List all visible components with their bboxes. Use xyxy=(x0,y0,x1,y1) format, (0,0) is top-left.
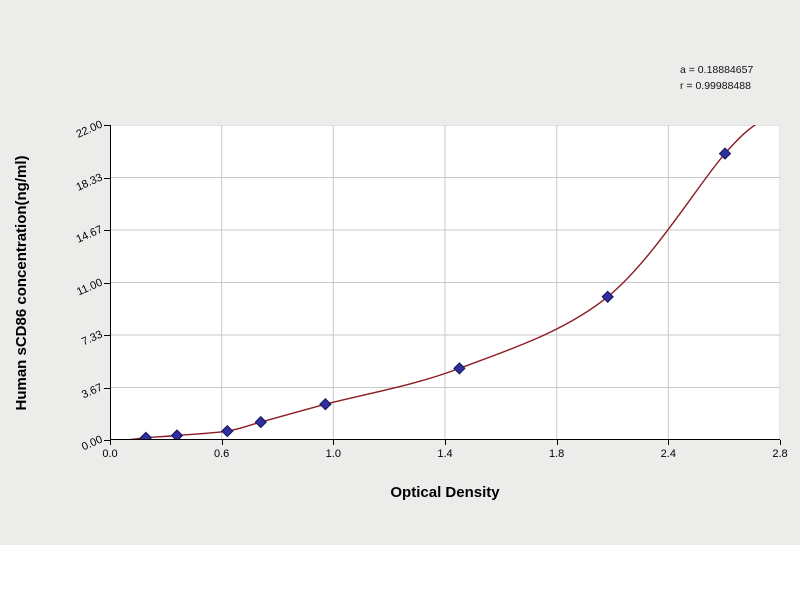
data-point-marker xyxy=(221,424,234,438)
data-point-marker xyxy=(319,397,332,411)
y-tick-label: 7.33 xyxy=(79,328,105,349)
y-tick-label: 18.33 xyxy=(74,171,105,194)
x-tick-label: 0.6 xyxy=(214,448,230,460)
y-tick-mark xyxy=(104,177,110,179)
x-tick-label: 0.0 xyxy=(102,448,118,460)
y-tick-mark xyxy=(104,230,110,231)
x-tick-label: 2.8 xyxy=(772,448,788,460)
x-tick-label: 2.4 xyxy=(660,448,676,460)
plot-area xyxy=(110,125,780,440)
y-tick-mark xyxy=(104,335,110,336)
x-tick-mark xyxy=(668,440,670,445)
x-tick-mark xyxy=(221,440,223,445)
data-point-marker xyxy=(254,415,268,429)
data-point-marker xyxy=(718,147,732,160)
chart-svg xyxy=(110,125,780,440)
x-tick-mark xyxy=(780,440,781,445)
y-tick-mark xyxy=(104,387,110,389)
x-tick-label: 1.8 xyxy=(549,448,565,460)
chart-panel: a = 0.18884657 r = 0.99988488 Human sCD8… xyxy=(0,0,800,545)
y-tick-mark xyxy=(104,440,110,441)
y-tick-mark xyxy=(104,125,110,126)
y-axis-label: Human sCD86 concentration(ng/ml) xyxy=(13,155,30,411)
x-tick-label: 1.0 xyxy=(325,448,341,460)
y-tick-label: 3.67 xyxy=(79,381,105,401)
data-point-marker xyxy=(453,362,466,375)
fit-coefficient-r: r = 0.99988488 xyxy=(680,80,751,92)
x-tick-mark xyxy=(445,440,446,445)
fit-annotations: a = 0.18884657 r = 0.99988488 xyxy=(680,62,753,94)
x-tick-mark xyxy=(110,440,111,445)
standard-curve xyxy=(126,125,757,440)
y-tick-label: 11.00 xyxy=(75,276,105,298)
data-point-marker xyxy=(139,431,153,440)
data-point-marker xyxy=(601,290,614,304)
y-tick-mark xyxy=(104,282,110,284)
x-axis-label: Optical Density xyxy=(390,484,500,501)
x-tick-mark xyxy=(333,440,335,445)
y-tick-label: 14.67 xyxy=(74,223,105,246)
x-tick-mark xyxy=(556,440,558,445)
fit-coefficient-a: a = 0.18884657 xyxy=(680,64,754,76)
y-tick-label: 22.00 xyxy=(74,118,105,141)
x-tick-label: 1.4 xyxy=(437,448,453,460)
data-point-marker xyxy=(170,429,184,440)
